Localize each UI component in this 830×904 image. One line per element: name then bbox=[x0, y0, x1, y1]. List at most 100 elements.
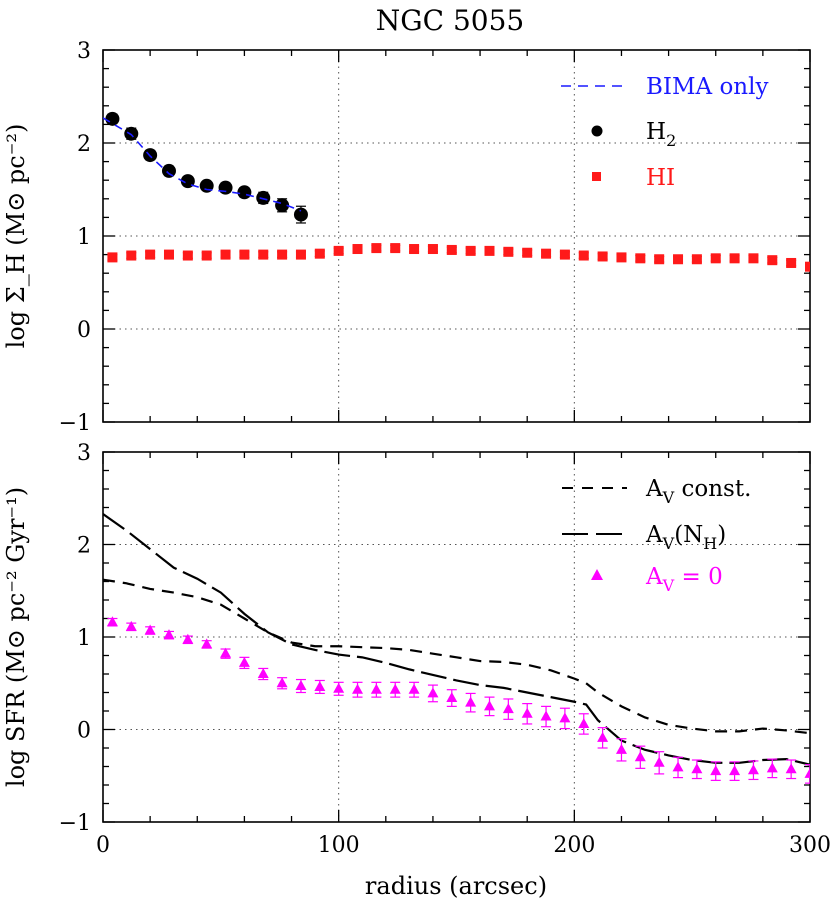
av0-point bbox=[502, 703, 514, 714]
top-legend: BIMA only H2 HI bbox=[561, 74, 768, 191]
hi-point bbox=[673, 254, 684, 265]
bottom-data-layer bbox=[103, 513, 810, 784]
hi-point bbox=[559, 249, 570, 260]
bottom-legend: AV const. AV(NH) AV = 0 bbox=[562, 476, 751, 595]
top-data-layer bbox=[103, 111, 810, 272]
av0-point bbox=[220, 647, 232, 658]
bottom-y-tick-label: 2 bbox=[77, 534, 91, 559]
top-plot-frame bbox=[102, 49, 811, 423]
hi-point bbox=[163, 249, 174, 260]
hi-point bbox=[314, 248, 325, 259]
h2-point bbox=[124, 126, 139, 141]
av0-point bbox=[238, 656, 250, 667]
hi-point bbox=[409, 244, 420, 255]
hi-point bbox=[503, 246, 514, 257]
hi-point bbox=[541, 248, 552, 259]
av0-point bbox=[182, 633, 194, 644]
hi-point bbox=[295, 249, 306, 260]
hi-point bbox=[239, 249, 250, 260]
hi-point bbox=[277, 249, 288, 260]
av0-point bbox=[446, 692, 458, 703]
chart-title: NGC 5055 bbox=[376, 4, 524, 37]
av0-point bbox=[276, 677, 288, 688]
hi-point bbox=[710, 253, 721, 264]
hi-point bbox=[748, 253, 759, 264]
legend-avnh-label: AV(NH) bbox=[645, 522, 726, 553]
av0-point bbox=[389, 683, 401, 694]
av0-point bbox=[483, 700, 495, 711]
legend-bima-label: BIMA only bbox=[646, 74, 768, 100]
x-tick-label: 0 bbox=[96, 833, 110, 858]
av0-point bbox=[653, 756, 665, 767]
av0-point bbox=[521, 707, 533, 718]
av0-point bbox=[540, 710, 552, 721]
av0-point bbox=[559, 712, 571, 723]
hi-point bbox=[220, 249, 231, 260]
hi-point bbox=[371, 243, 382, 254]
hi-point bbox=[522, 247, 533, 258]
hi-point bbox=[427, 244, 438, 255]
h2-point bbox=[161, 163, 176, 178]
av0-point bbox=[201, 638, 213, 649]
av0-point bbox=[691, 763, 703, 774]
av0-point bbox=[634, 751, 646, 762]
hi-point bbox=[465, 245, 476, 256]
av0-point bbox=[672, 761, 684, 772]
x-tick-label: 200 bbox=[553, 833, 595, 858]
av0-point bbox=[578, 717, 590, 728]
hi-point bbox=[597, 251, 608, 262]
av0-point bbox=[257, 668, 269, 678]
legend-h2-marker bbox=[591, 125, 603, 137]
bottom-y-tick-label: −1 bbox=[59, 811, 91, 836]
av0-point bbox=[427, 687, 439, 698]
top-y-tick-label: 1 bbox=[77, 225, 91, 250]
hi-point bbox=[182, 250, 193, 261]
av0-point bbox=[597, 731, 609, 742]
bottom-y-tick-label: 0 bbox=[77, 719, 91, 744]
hi-point bbox=[578, 250, 589, 261]
h2-point bbox=[293, 207, 308, 222]
legend-av0-label: AV = 0 bbox=[645, 564, 723, 595]
x-tick-label: 300 bbox=[789, 833, 830, 858]
hi-point bbox=[126, 250, 137, 261]
legend-hi-marker bbox=[592, 172, 601, 181]
hi-point bbox=[333, 245, 344, 256]
av0-point bbox=[314, 680, 326, 691]
bottom-plot-frame bbox=[102, 451, 811, 823]
hi-point bbox=[635, 253, 646, 264]
bottom-y-axis-title: log SFR (M⊙ pc⁻² Gyr⁻¹) bbox=[2, 487, 30, 787]
top-panel: −1 0 1 2 3 log Σ_H (M⊙ pc⁻²) BIMA only H2 HI bbox=[2, 39, 811, 436]
hi-point bbox=[446, 244, 457, 255]
av0-point bbox=[352, 683, 364, 694]
bottom-series-line-av-nh- bbox=[103, 513, 810, 766]
av0-point bbox=[785, 763, 797, 774]
hi-point bbox=[352, 244, 363, 255]
hi-point bbox=[390, 243, 401, 254]
hi-point bbox=[654, 254, 665, 265]
hi-point bbox=[484, 245, 495, 256]
av0-point bbox=[615, 743, 627, 754]
h2-point bbox=[218, 180, 233, 195]
bottom-y-tick-label: 3 bbox=[77, 441, 91, 466]
av0-point bbox=[804, 767, 810, 778]
top-y-tick-label: −1 bbox=[59, 411, 91, 436]
av0-point bbox=[333, 682, 345, 693]
av0-point bbox=[144, 624, 156, 635]
x-tick-label: 100 bbox=[318, 833, 360, 858]
bottom-y-tick-label: 1 bbox=[77, 626, 91, 651]
top-y-tick-label: 0 bbox=[77, 318, 91, 343]
av0-point bbox=[370, 683, 382, 694]
hi-point bbox=[786, 257, 797, 268]
av0-point bbox=[747, 764, 759, 775]
av0-point bbox=[295, 680, 307, 691]
hi-point bbox=[805, 261, 810, 272]
legend-avconst-label: AV const. bbox=[645, 476, 751, 507]
h2-point bbox=[237, 185, 252, 200]
hi-point bbox=[616, 252, 627, 263]
av0-point bbox=[163, 629, 175, 640]
h2-point bbox=[105, 111, 120, 126]
top-y-tick-label: 2 bbox=[77, 132, 91, 157]
av0-point bbox=[729, 765, 741, 776]
top-y-tick-label: 3 bbox=[77, 39, 91, 64]
